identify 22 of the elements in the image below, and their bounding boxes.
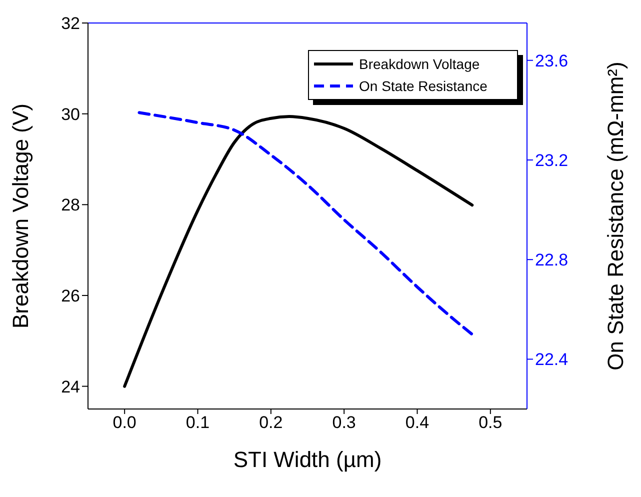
legend-label: On State Resistance bbox=[359, 78, 488, 94]
x-tick-label: 0.3 bbox=[332, 413, 356, 432]
y-tick-label: 32 bbox=[61, 14, 80, 34]
y2-tick-label: 23.6 bbox=[535, 51, 568, 70]
y-tick-label: 30 bbox=[61, 104, 80, 124]
y2-tick-label: 22.4 bbox=[535, 350, 568, 370]
y-tick-label: 28 bbox=[61, 196, 80, 215]
legend-label: Breakdown Voltage bbox=[359, 56, 480, 72]
y2-axis-title: On State Resistance (mΩ-mm²) bbox=[602, 62, 628, 370]
x-tick-label: 0.4 bbox=[405, 413, 430, 432]
y-tick-label: 26 bbox=[61, 286, 80, 306]
x-tick-label: 0.1 bbox=[186, 413, 210, 432]
y2-tick-label: 22.8 bbox=[535, 250, 568, 270]
y-tick-label: 24 bbox=[61, 377, 80, 396]
x-axis-title: STI Width (µm) bbox=[233, 447, 382, 472]
y-axis-title: Breakdown Voltage (V) bbox=[8, 103, 33, 329]
x-tick-label: 0.2 bbox=[259, 413, 283, 432]
y2-tick-label: 23.2 bbox=[535, 151, 568, 170]
line-series bbox=[123, 115, 474, 388]
x-tick-label: 0.5 bbox=[478, 413, 502, 432]
line-series bbox=[138, 111, 474, 336]
x-tick-label: 0.0 bbox=[112, 413, 136, 432]
